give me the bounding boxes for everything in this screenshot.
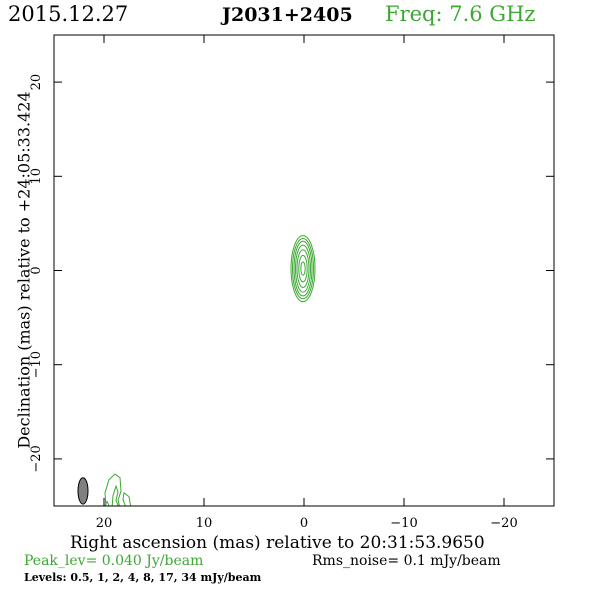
peak-level: Peak_lev= 0.040 Jy/beam [24,553,204,569]
x-tick-label: −20 [490,516,517,531]
x-axis-label: Right ascension (mas) relative to 20:31:… [70,533,485,553]
x-tick-label: 20 [96,516,113,531]
x-tick-label: 10 [196,516,213,531]
core-contour-5 [296,249,310,288]
beam-ellipse [77,477,89,505]
contour-levels: Levels: 0.5, 1, 2, 4, 8, 17, 34 mJy/beam [24,571,262,584]
core-contour-4 [295,244,311,293]
core-contour-2 [292,237,314,300]
plot-frame [53,34,555,507]
observation-date: 2015.12.27 [8,2,129,26]
edge-contour-4 [104,500,110,506]
y-tick-label: 20 [29,74,44,91]
edge-contour-3 [122,491,132,506]
core-contour-3 [293,240,313,297]
frequency-label: Freq: 7.6 GHz [385,2,536,26]
y-axis-label: Declination (mas) relative to +24:05:33.… [14,91,34,449]
edge-contour-1 [104,473,122,506]
core-contour-1 [290,235,316,303]
edge-contours [104,473,132,506]
core-contour-7 [300,261,306,276]
y-tick-label: 10 [29,168,44,185]
y-tick-label: 0 [29,266,44,274]
y-tick-label: −20 [29,445,44,472]
core-contour-6 [298,254,308,283]
x-tick-label: −10 [390,516,417,531]
source-name: J2031+2405 [222,4,353,26]
rms-noise: Rms_noise= 0.1 mJy/beam [312,553,501,569]
edge-contour-2 [111,484,119,506]
y-tick-label: −10 [29,351,44,378]
x-tick-label: 0 [300,516,308,531]
